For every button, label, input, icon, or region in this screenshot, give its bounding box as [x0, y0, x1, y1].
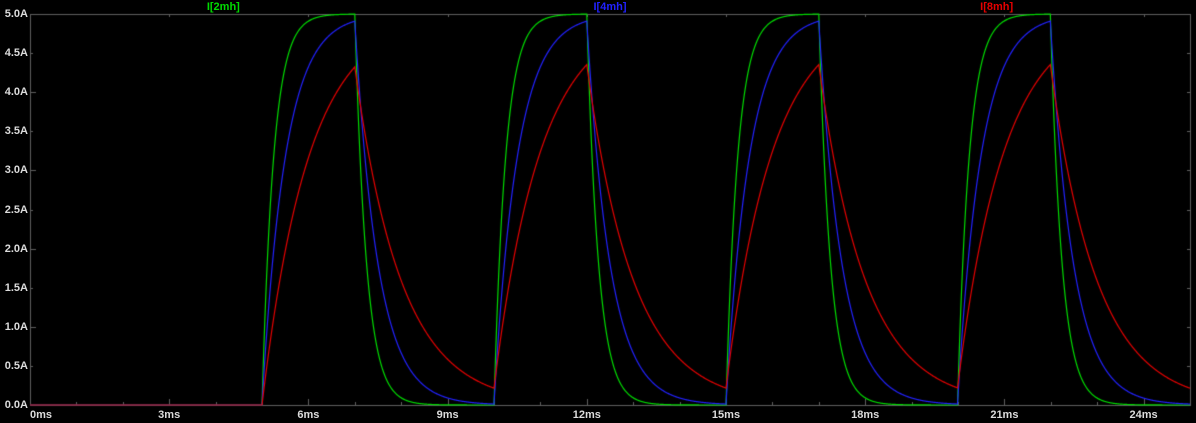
trace-name-label-2mh[interactable]: I[2mh]	[206, 1, 240, 13]
trace-name-label-8mh[interactable]: I[8mh]	[980, 1, 1014, 13]
trace-name-label-4mh[interactable]: I[4mh]	[593, 1, 627, 13]
